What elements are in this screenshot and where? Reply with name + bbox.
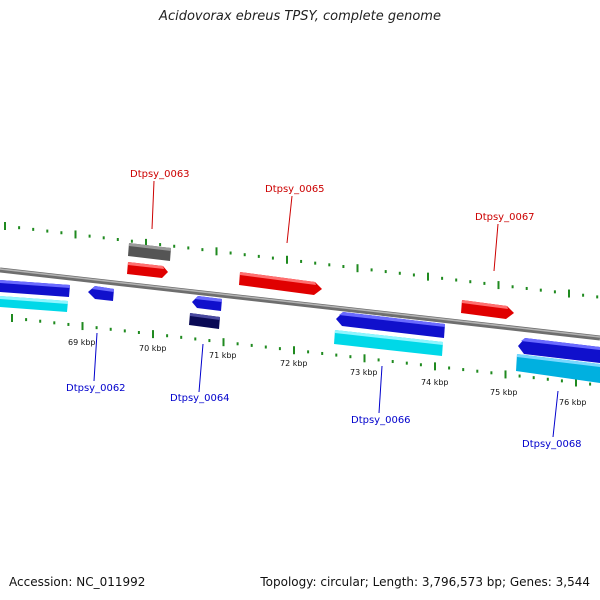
forward-gene-labels: Dtpsy_0063 Dtpsy_0065 Dtpsy_0067 bbox=[130, 169, 535, 223]
gene-label-dtpsy-0067[interactable]: Dtpsy_0067 bbox=[475, 212, 535, 223]
feature-dtpsy-0067[interactable] bbox=[461, 300, 514, 319]
kbp-scale-labels: 69 kbp 70 kbp 71 kbp 72 kbp 73 kbp 74 kb… bbox=[68, 338, 587, 407]
kbp-label-75: 75 kbp bbox=[490, 388, 518, 397]
gene-label-dtpsy-0068[interactable]: Dtpsy_0068 bbox=[522, 439, 582, 450]
gene-label-dtpsy-0065[interactable]: Dtpsy_0065 bbox=[265, 184, 325, 195]
kbp-label-73: 73 kbp bbox=[350, 368, 378, 377]
feature-dtpsy-0068[interactable] bbox=[516, 338, 600, 383]
gene-label-dtpsy-0063[interactable]: Dtpsy_0063 bbox=[130, 169, 190, 180]
feature-dtpsy-0063[interactable] bbox=[127, 262, 168, 278]
feature-dtpsy-0062[interactable] bbox=[0, 280, 70, 312]
genome-backbone bbox=[0, 267, 600, 341]
feature-dtpsy-0064[interactable] bbox=[189, 296, 222, 329]
kbp-label-70: 70 kbp bbox=[139, 344, 167, 353]
label-leaders bbox=[93, 180, 559, 438]
gene-label-dtpsy-0062[interactable]: Dtpsy_0062 bbox=[66, 383, 126, 394]
map-title: Acidovorax ebreus TPSY, complete genome bbox=[159, 9, 441, 24]
feature-dtpsy-0066[interactable] bbox=[334, 312, 445, 356]
accession-label: Accession: NC_011992 bbox=[9, 575, 146, 589]
kbp-label-69: 69 kbp bbox=[68, 338, 96, 347]
gene-label-dtpsy-0066[interactable]: Dtpsy_0066 bbox=[351, 415, 411, 426]
genome-summary: Topology: circular; Length: 3,796,573 bp… bbox=[260, 575, 590, 589]
feature-dtpsy-0062b[interactable] bbox=[88, 286, 114, 301]
kbp-label-76: 76 kbp bbox=[559, 398, 587, 407]
feature-dtpsy-0063-grey[interactable] bbox=[128, 243, 171, 261]
kbp-label-72: 72 kbp bbox=[280, 359, 308, 368]
kbp-label-74: 74 kbp bbox=[421, 378, 449, 387]
feature-dtpsy-0065[interactable] bbox=[239, 272, 322, 295]
gene-label-dtpsy-0064[interactable]: Dtpsy_0064 bbox=[170, 393, 230, 404]
kbp-label-71: 71 kbp bbox=[209, 351, 237, 360]
reverse-gene-labels: Dtpsy_0062 Dtpsy_0064 Dtpsy_0066 Dtpsy_0… bbox=[66, 383, 582, 450]
